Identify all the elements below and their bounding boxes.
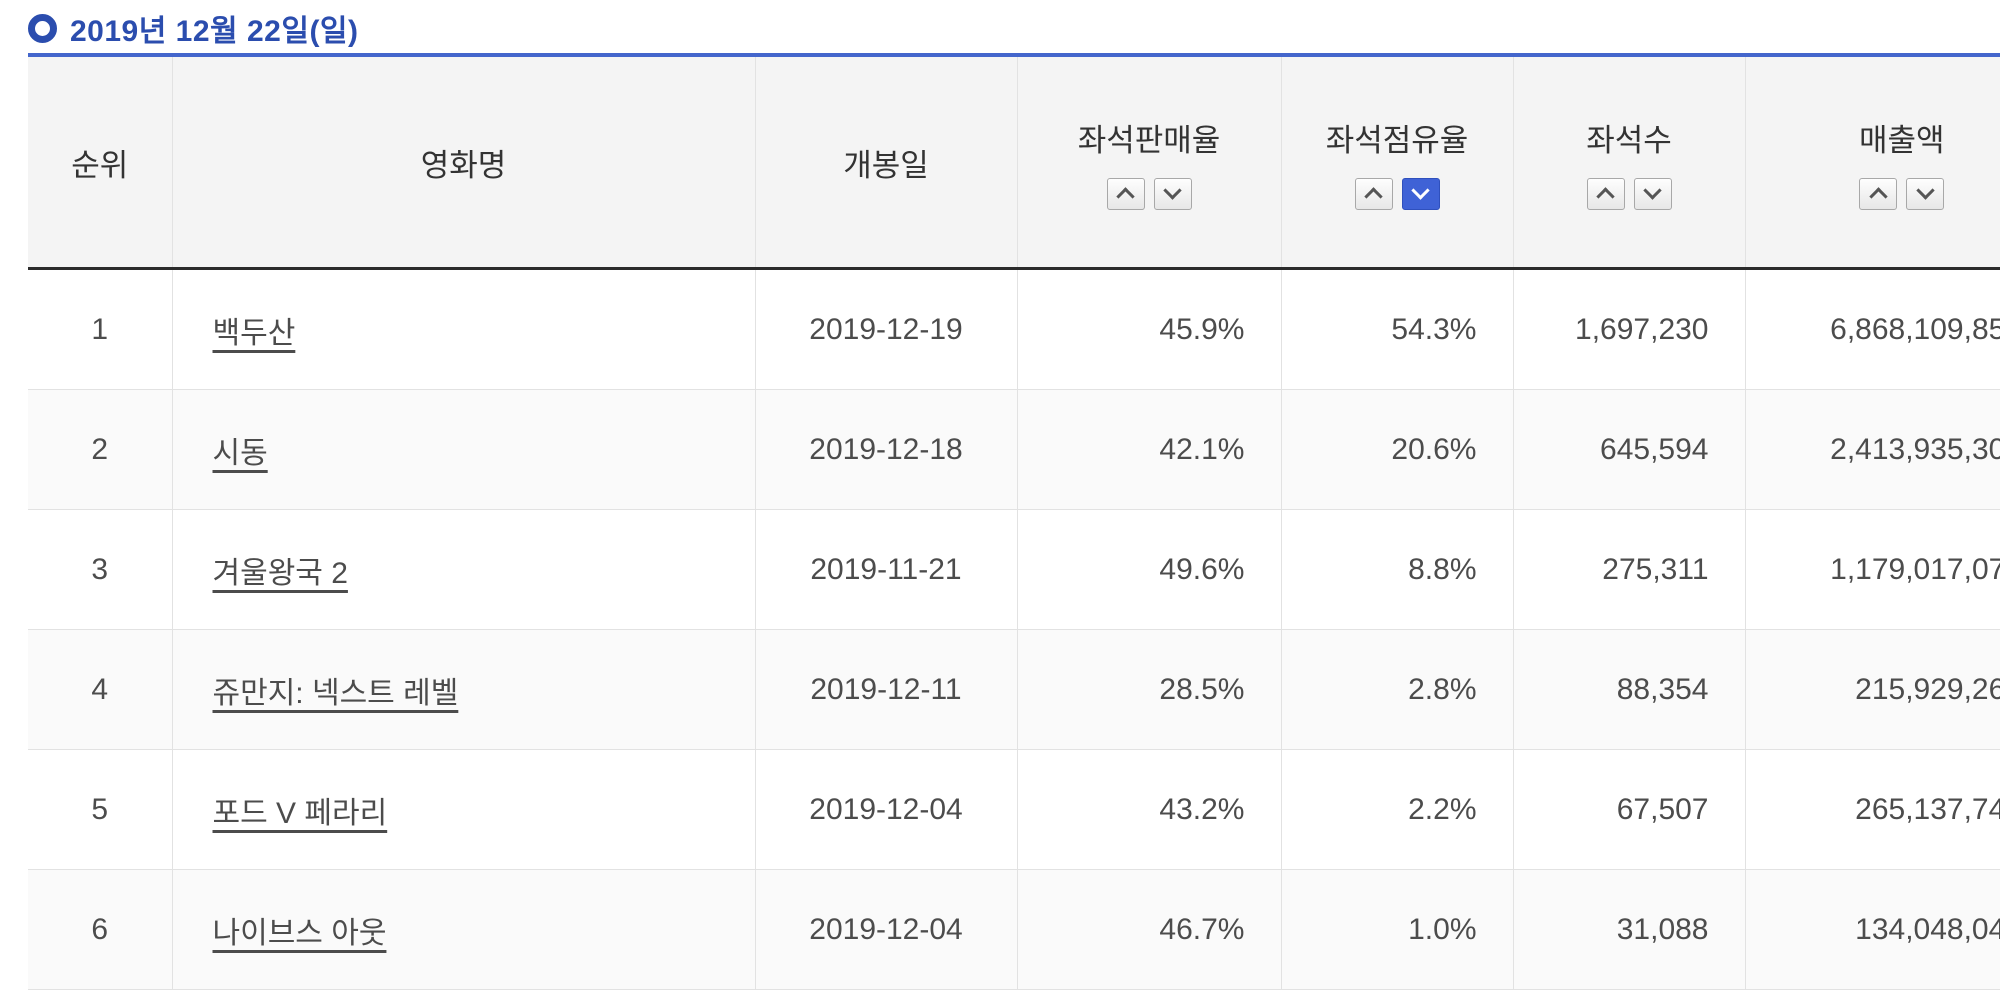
- revenue-cell: 2,413,935,300: [1745, 389, 2000, 510]
- sort-controls-seat-sales-rate: [1106, 177, 1192, 210]
- col-header-seat-occupancy-rate: 좌석점유율: [1281, 57, 1514, 270]
- release-date-cell: 2019-12-04: [755, 749, 1018, 870]
- table-row: 3 겨울왕국 2 2019-11-21 49.6% 8.8% 275,311 1…: [28, 509, 2000, 630]
- release-date-cell: 2019-12-18: [755, 389, 1018, 510]
- rank-cell: 5: [28, 749, 173, 870]
- seat-sales-rate-cell: 46.7%: [1017, 869, 1282, 990]
- revenue-cell: 134,048,040: [1745, 869, 2000, 990]
- chevron-down-icon: [1163, 181, 1182, 200]
- sort-asc-button-revenue[interactable]: [1859, 177, 1898, 210]
- sort-desc-button-seat-occupancy-rate[interactable]: [1401, 177, 1440, 210]
- seat-occupancy-rate-cell: 20.6%: [1281, 389, 1514, 510]
- chevron-up-icon: [1364, 187, 1383, 206]
- table-row: 6 나이브스 아웃 2019-12-04 46.7% 1.0% 31,088 1…: [28, 869, 2000, 990]
- movie-cell: 백두산: [172, 268, 756, 390]
- revenue-cell: 265,137,740: [1745, 749, 2000, 870]
- table-row: 4 쥬만지: 넥스트 레벨 2019-12-11 28.5% 2.8% 88,3…: [28, 629, 2000, 750]
- seat-count-cell: 31,088: [1513, 869, 1746, 990]
- sort-asc-button-seat-count[interactable]: [1586, 177, 1625, 210]
- sort-desc-button-seat-count[interactable]: [1633, 177, 1672, 210]
- col-label-seat-occupancy-rate: 좌석점유율: [1325, 122, 1469, 158]
- seat-sales-rate-cell: 49.6%: [1017, 509, 1282, 630]
- sort-asc-button-seat-occupancy-rate[interactable]: [1354, 177, 1393, 210]
- release-date-cell: 2019-11-21: [755, 509, 1018, 630]
- sort-desc-button-revenue[interactable]: [1906, 177, 1945, 210]
- header-row: 순위 영화명 개봉일 좌석판: [28, 57, 2000, 270]
- rank-cell: 3: [28, 509, 173, 630]
- seat-occupancy-rate-cell: 2.8%: [1281, 629, 1514, 750]
- rank-cell: 1: [28, 268, 173, 390]
- seat-sales-rate-cell: 28.5%: [1017, 629, 1282, 750]
- seat-occupancy-rate-cell: 1.0%: [1281, 869, 1514, 990]
- movie-cell: 겨울왕국 2: [172, 509, 756, 630]
- sort-controls-seat-count: [1586, 177, 1672, 210]
- col-header-rank: 순위: [28, 57, 173, 270]
- release-date-cell: 2019-12-11: [755, 629, 1018, 750]
- movie-cell: 시동: [172, 389, 756, 510]
- release-date-cell: 2019-12-04: [755, 869, 1018, 990]
- rank-cell: 4: [28, 629, 173, 750]
- revenue-cell: 1,179,017,070: [1745, 509, 2000, 630]
- col-header-movie-title: 영화명: [172, 57, 756, 270]
- table-row: 5 포드 V 페라리 2019-12-04 43.2% 2.2% 67,507 …: [28, 749, 2000, 870]
- seat-count-cell: 88,354: [1513, 629, 1746, 750]
- seat-sales-rate-cell: 45.9%: [1017, 268, 1282, 390]
- col-header-release-date: 개봉일: [755, 57, 1018, 270]
- movie-link[interactable]: 나이브스 아웃: [212, 916, 387, 950]
- chevron-up-icon: [1869, 187, 1888, 206]
- seat-sales-rate-cell: 42.1%: [1017, 389, 1282, 510]
- col-header-revenue: 매출액: [1745, 57, 2000, 270]
- chevron-down-icon: [1916, 181, 1935, 200]
- col-label-seat-sales-rate: 좌석판매율: [1077, 122, 1221, 158]
- sort-asc-button-seat-sales-rate[interactable]: [1106, 177, 1145, 210]
- col-label-seat-count: 좌석수: [1586, 122, 1672, 158]
- movie-link[interactable]: 포드 V 페라리: [212, 796, 388, 830]
- movie-link[interactable]: 쥬만지: 넥스트 레벨: [212, 676, 459, 710]
- col-header-seat-count: 좌석수: [1513, 57, 1746, 270]
- table-row: 2 시동 2019-12-18 42.1% 20.6% 645,594 2,41…: [28, 389, 2000, 510]
- chevron-down-icon: [1411, 181, 1430, 200]
- seat-occupancy-rate-cell: 2.2%: [1281, 749, 1514, 870]
- movie-cell: 쥬만지: 넥스트 레벨: [172, 629, 756, 750]
- movie-link[interactable]: 시동: [212, 436, 268, 470]
- table-row: 1 백두산 2019-12-19 45.9% 54.3% 1,697,230 6…: [28, 268, 2000, 390]
- movie-link[interactable]: 겨울왕국 2: [212, 556, 348, 590]
- sort-controls-seat-occupancy-rate: [1354, 177, 1440, 210]
- date-title: 2019년 12월 22일(일): [70, 15, 359, 48]
- col-header-seat-sales-rate: 좌석판매율: [1017, 57, 1282, 270]
- seat-count-cell: 1,697,230: [1513, 268, 1746, 390]
- rank-cell: 2: [28, 389, 173, 510]
- seat-occupancy-rate-cell: 54.3%: [1281, 268, 1514, 390]
- sort-controls-revenue: [1859, 177, 1945, 210]
- revenue-cell: 215,929,260: [1745, 629, 2000, 750]
- date-header: 2019년 12월 22일(일): [28, 0, 2000, 53]
- sort-desc-button-seat-sales-rate[interactable]: [1153, 177, 1192, 210]
- movie-cell: 나이브스 아웃: [172, 869, 756, 990]
- seat-occupancy-rate-cell: 8.8%: [1281, 509, 1514, 630]
- release-date-cell: 2019-12-19: [755, 268, 1018, 390]
- col-label-rank: 순위: [71, 147, 129, 183]
- box-office-table: 순위 영화명 개봉일 좌석판: [28, 57, 2000, 990]
- ring-circle-icon: [28, 13, 57, 43]
- seat-count-cell: 67,507: [1513, 749, 1746, 870]
- box-office-table-area: 순위 영화명 개봉일 좌석판: [28, 53, 2000, 990]
- col-label-release-date: 개봉일: [843, 147, 929, 183]
- col-label-movie-title: 영화명: [420, 147, 507, 183]
- revenue-cell: 6,868,109,850: [1745, 268, 2000, 390]
- col-label-revenue: 매출액: [1858, 122, 1945, 158]
- movie-link[interactable]: 백두산: [212, 316, 296, 350]
- seat-sales-rate-cell: 43.2%: [1017, 749, 1282, 870]
- chevron-up-icon: [1116, 187, 1135, 206]
- seat-count-cell: 645,594: [1513, 389, 1746, 510]
- rank-cell: 6: [28, 869, 173, 990]
- seat-count-cell: 275,311: [1513, 509, 1746, 630]
- chevron-down-icon: [1643, 181, 1662, 200]
- movie-cell: 포드 V 페라리: [172, 749, 756, 870]
- chevron-up-icon: [1596, 187, 1615, 206]
